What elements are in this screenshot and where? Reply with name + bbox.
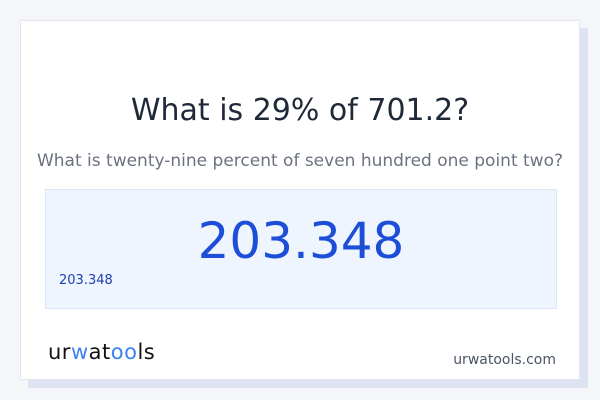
site-link[interactable]: urwatools.com (453, 352, 556, 368)
result-value: 203.348 (197, 212, 405, 270)
page-subtitle: What is twenty-nine percent of seven hun… (36, 151, 564, 171)
page-title: What is 29% of 701.2? (130, 93, 470, 128)
result-detail: 203.348 (59, 273, 113, 288)
result-box: 203.348 203.348 (45, 189, 557, 309)
result-card: What is 29% of 701.2? What is twenty-nin… (20, 20, 580, 380)
urwatools-logo[interactable]: urwatools (48, 340, 156, 364)
